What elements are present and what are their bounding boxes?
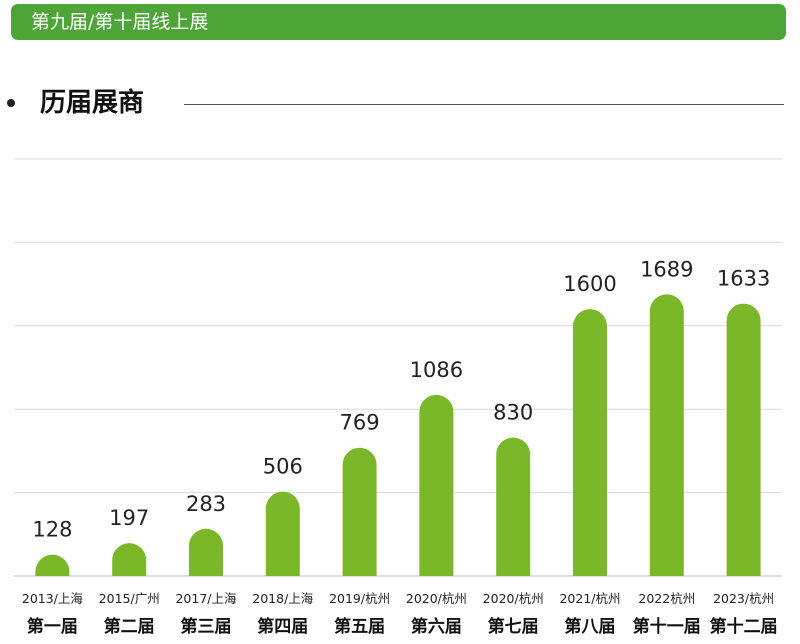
x-tick-label-edition: 第十二届 <box>710 616 778 637</box>
x-tick-label-year: 2019/杭州 <box>329 591 390 606</box>
bar-value-label: 128 <box>32 518 72 542</box>
bar-value-label: 197 <box>109 506 149 530</box>
chart-bars <box>35 294 761 576</box>
x-tick-label-edition: 第八届 <box>565 616 616 637</box>
section-title: 历届展商 <box>40 88 145 118</box>
bar-value-label: 283 <box>186 492 226 516</box>
x-tick-label-edition: 第十一届 <box>633 616 701 637</box>
x-tick-label-edition: 第四届 <box>257 616 308 637</box>
x-tick-label-edition: 第二届 <box>104 616 155 637</box>
bar <box>726 303 761 576</box>
x-tick-label-year: 2020/杭州 <box>483 591 544 606</box>
x-tick-label-year: 2013/上海 <box>22 591 84 606</box>
x-tick-label-edition: 第七届 <box>488 616 539 637</box>
bar <box>649 294 684 576</box>
header-bar: 第九届/第十届线上展 <box>11 4 786 40</box>
bar <box>35 554 70 576</box>
x-tick-label-year: 2018/上海 <box>252 591 314 606</box>
bar <box>265 491 300 576</box>
bar <box>189 528 223 576</box>
bar-value-label: 769 <box>340 411 380 435</box>
header-title: 第九届/第十届线上展 <box>31 11 209 33</box>
x-tick-label-year: 2022杭州 <box>638 591 695 606</box>
x-tick-label-year: 2023/杭州 <box>713 591 774 606</box>
bar <box>342 447 377 576</box>
bar-value-label: 506 <box>263 455 303 479</box>
x-tick-label-year: 2017/上海 <box>175 591 237 606</box>
bar-value-label: 1633 <box>717 267 770 291</box>
x-tick-label-year: 2020/杭州 <box>406 591 467 606</box>
x-tick-label-year: 2015/广州 <box>99 591 160 606</box>
bar-value-label: 1689 <box>640 257 693 281</box>
bar-value-label: 830 <box>493 401 533 425</box>
bar-value-label: 1600 <box>563 272 616 296</box>
x-tick-label-year: 2021/杭州 <box>559 591 620 606</box>
bar-value-label: 1086 <box>410 358 463 382</box>
section-bullet <box>7 99 15 107</box>
bar <box>419 394 454 576</box>
x-tick-label-edition: 第五届 <box>334 616 385 637</box>
x-tick-label-edition: 第三届 <box>181 616 232 637</box>
bar <box>112 543 147 576</box>
x-tick-label-edition: 第六届 <box>411 616 462 637</box>
x-tick-label-edition: 第一届 <box>27 616 78 637</box>
bar <box>496 437 531 576</box>
bar <box>573 309 607 576</box>
section-divider <box>184 104 784 105</box>
